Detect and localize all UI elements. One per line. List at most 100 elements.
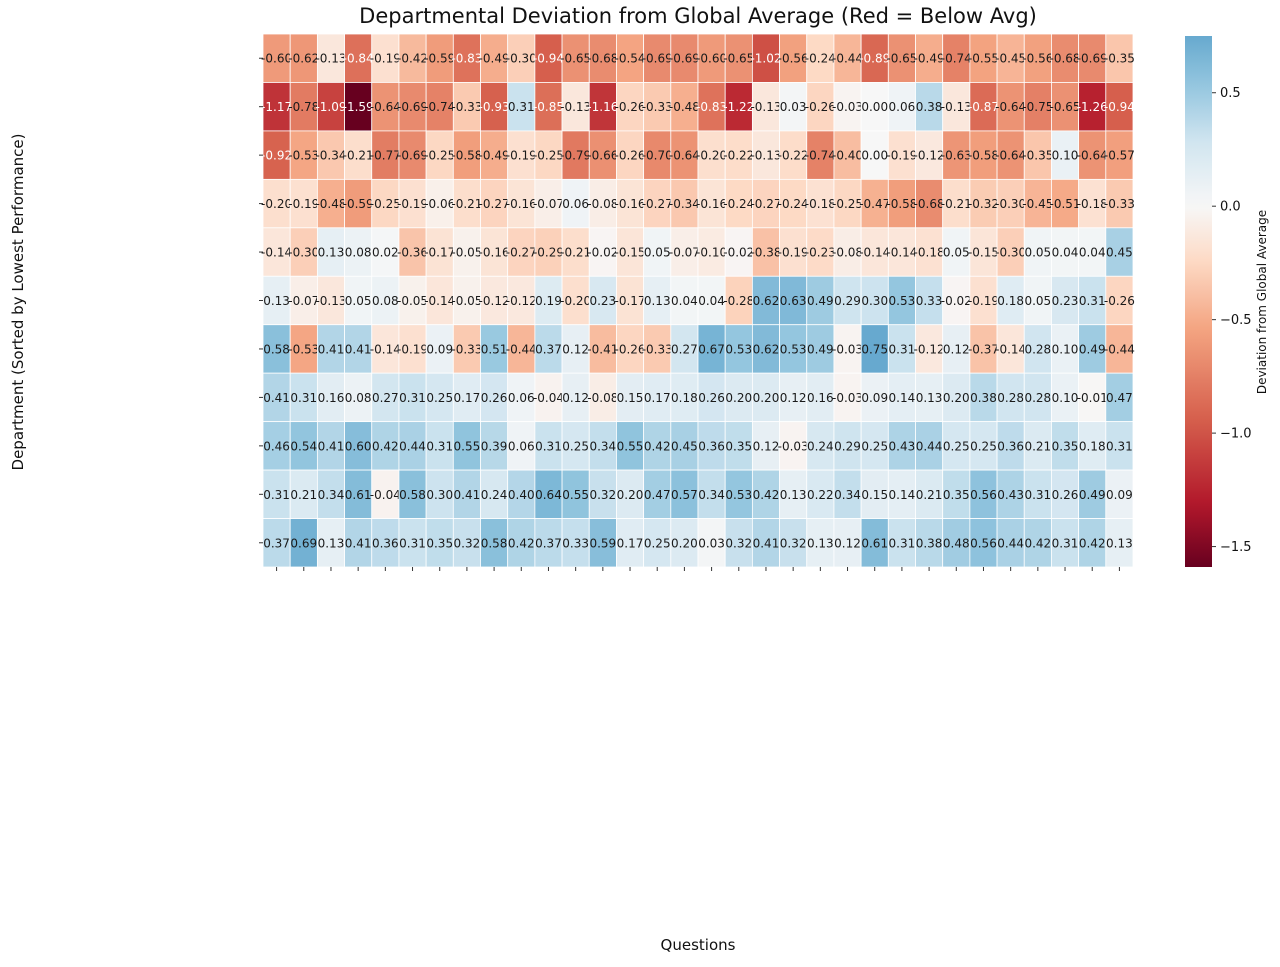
heatmap-cell <box>697 130 726 180</box>
cell-value-label: -0.13 <box>315 52 346 66</box>
cell-value-label: 0.41 <box>753 536 780 550</box>
cell-value-label: 0.42 <box>372 439 399 453</box>
heatmap-cell <box>915 324 944 374</box>
cell-value-label: -0.07 <box>288 294 319 308</box>
cell-value-label: 0.48 <box>943 536 970 550</box>
cell-value-label: 0.21 <box>1024 439 1051 453</box>
cell-value-label: -0.49 <box>914 52 945 66</box>
heatmap-cell <box>425 324 454 374</box>
cell-value-label: 0.31 <box>1079 294 1106 308</box>
cell-value-label: -0.28 <box>723 294 754 308</box>
heatmap-cell <box>262 33 291 83</box>
heatmap-cell <box>942 518 971 568</box>
cell-value-label: 0.06 <box>562 197 589 211</box>
cell-value-label: 0.19 <box>535 294 562 308</box>
heatmap-cell <box>371 275 400 326</box>
cell-value-label: -0.19 <box>288 197 319 211</box>
cell-value-label: 0.33 <box>562 536 589 550</box>
heatmap-cell <box>588 227 617 277</box>
cell-value-label: 0.15 <box>861 488 888 502</box>
heatmap-cell <box>724 227 753 277</box>
heatmap-cell <box>1078 227 1107 277</box>
cell-value-label: -0.26 <box>614 342 645 356</box>
cell-value-label: -0.63 <box>941 149 972 163</box>
cell-value-label: 0.58 <box>481 536 508 550</box>
heatmap-cell <box>507 518 536 568</box>
cell-value-label: -0.03 <box>832 100 863 114</box>
heatmap-cell <box>344 518 373 568</box>
cell-value-label: 0.39 <box>481 439 508 453</box>
cell-value-label: -0.04 <box>370 488 401 502</box>
cell-value-label: 0.29 <box>834 294 861 308</box>
heatmap-cell <box>616 469 645 519</box>
cell-value-label: 0.09 <box>1106 488 1133 502</box>
x-axis-label: Questions <box>660 936 736 954</box>
heatmap-cell <box>1023 372 1052 423</box>
cell-value-label: 0.05 <box>345 294 372 308</box>
heatmap-cell <box>452 178 481 229</box>
cell-value-label: 0.31 <box>1106 439 1133 453</box>
heatmap-cell <box>643 33 672 83</box>
cell-value-label: 0.06 <box>508 391 535 405</box>
heatmap-cell <box>262 275 291 326</box>
cell-value-label: 0.21 <box>916 488 943 502</box>
heatmap-cell <box>616 324 645 374</box>
heatmap-cell <box>480 82 509 132</box>
heatmap-cell <box>833 275 862 326</box>
heatmap-cell <box>969 469 998 519</box>
cell-value-label: -0.19 <box>778 246 809 260</box>
heatmap-cell <box>480 372 509 423</box>
cell-value-label: -0.60 <box>261 52 292 66</box>
heatmap-cell <box>751 324 780 374</box>
cell-value-label: 0.22 <box>807 488 834 502</box>
cell-value-label: -0.70 <box>642 149 673 163</box>
cell-value-label: 0.35 <box>1052 439 1079 453</box>
cell-value-label: -0.40 <box>832 149 863 163</box>
heatmap-cell <box>697 178 726 229</box>
heatmap-cell <box>751 275 780 326</box>
cell-value-label: 0.55 <box>562 488 589 502</box>
cell-value-label: -0.21 <box>560 246 591 260</box>
cell-value-label: 0.47 <box>644 488 671 502</box>
cell-value-label: -0.23 <box>805 246 836 260</box>
heatmap-cell <box>1023 33 1052 83</box>
cell-value-label: -0.13 <box>560 100 591 114</box>
heatmap-cell <box>1105 227 1134 277</box>
chart-title: Departmental Deviation from Global Avera… <box>359 4 1037 28</box>
cell-value-label: -0.19 <box>397 342 428 356</box>
heatmap-cell <box>316 33 345 83</box>
cell-value-label: 0.13 <box>318 246 345 260</box>
heatmap-cell <box>942 469 971 519</box>
cell-value-label: 0.13 <box>780 488 807 502</box>
cell-value-label: -0.75 <box>1022 100 1053 114</box>
cell-value-label: -0.12 <box>479 294 510 308</box>
cell-value-label: -0.64 <box>370 100 401 114</box>
cell-value-label: 0.38 <box>970 391 997 405</box>
cell-value-label: 0.60 <box>345 439 372 453</box>
cell-value-label: -0.19 <box>397 197 428 211</box>
cell-value-label: -0.33 <box>642 342 673 356</box>
heatmap-cell <box>1105 421 1134 471</box>
cell-value-label: 0.35 <box>943 488 970 502</box>
cell-value-label: 0.28 <box>1024 391 1051 405</box>
cell-value-label: -0.14 <box>370 342 401 356</box>
cell-value-label: -0.77 <box>370 149 401 163</box>
heatmap-cell <box>425 33 454 83</box>
cell-value-label: 0.47 <box>1106 391 1133 405</box>
heatmap-cell <box>697 518 726 568</box>
cell-value-label: 0.43 <box>997 488 1024 502</box>
heatmap-cell <box>398 518 427 568</box>
cell-value-label: 0.69 <box>290 536 317 550</box>
cell-value-label: -0.94 <box>533 52 564 66</box>
y-axis-label: Department (Sorted by Lowest Performance… <box>9 133 27 471</box>
cell-value-label: -0.64 <box>995 100 1026 114</box>
cell-value-label: 0.10 <box>1052 149 1079 163</box>
cell-value-label: -0.15 <box>968 246 999 260</box>
cell-value-label: 0.18 <box>1079 439 1106 453</box>
heatmap-cell <box>425 130 454 180</box>
cell-value-label: -0.05 <box>397 294 428 308</box>
heatmap-cell <box>616 33 645 83</box>
cell-value-label: -0.02 <box>587 246 618 260</box>
cell-value-label: 0.13 <box>644 294 671 308</box>
cell-value-label: 0.41 <box>318 439 345 453</box>
